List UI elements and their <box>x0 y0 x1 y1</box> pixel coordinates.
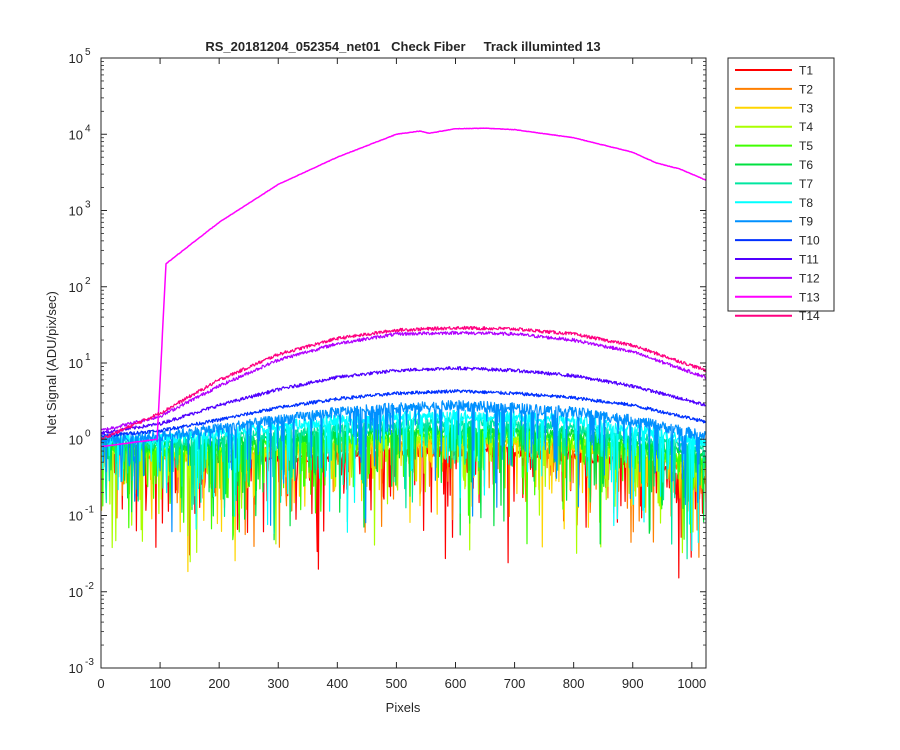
series-line-t9 <box>101 399 706 533</box>
legend-label-t8: T8 <box>799 196 813 210</box>
y-tick-exponent: -1 <box>85 505 94 516</box>
legend: T1 T2 T3 T4 T5 T6 T7 T8 T9 T10 T11 T12 T13 T14 <box>727 57 835 323</box>
y-tick-label: 10 <box>69 661 83 676</box>
y-axis-label: Net Signal (ADU/pix/sec) <box>44 291 59 435</box>
x-tick-label: 600 <box>445 676 467 691</box>
x-tick-label: 800 <box>563 676 585 691</box>
legend-label-t14: T14 <box>799 309 820 323</box>
series-line-t12 <box>101 330 706 432</box>
y-tick-label: 10 <box>69 585 83 600</box>
legend-label-t12: T12 <box>799 271 820 285</box>
legend-label-t1: T1 <box>799 64 813 78</box>
legend-label-t10: T10 <box>799 234 820 248</box>
legend-label-t2: T2 <box>799 82 813 96</box>
series-line-t13 <box>101 127 706 448</box>
x-axis-ticks: 0 100 200 300 400 500 600 700 800 900 1000 <box>97 58 706 691</box>
y-tick-label: 10 <box>69 280 83 295</box>
plot-background <box>101 58 706 668</box>
y-tick-exponent: -2 <box>85 581 94 592</box>
x-tick-label: 200 <box>208 676 230 691</box>
legend-label-t4: T4 <box>799 120 813 134</box>
legend-label-t5: T5 <box>799 139 813 153</box>
y-tick-label: 10 <box>69 432 83 447</box>
y-tick-exponent: 2 <box>85 276 91 287</box>
y-tick-exponent: 5 <box>85 47 91 58</box>
chart-title: RS_20181204_052354_net01 Check Fiber Tra… <box>205 39 600 54</box>
x-axis-label: Pixels <box>386 700 421 715</box>
y-tick-label: 10 <box>69 356 83 371</box>
y-tick-exponent: 4 <box>85 123 91 134</box>
legend-label-t11: T11 <box>799 253 819 267</box>
x-tick-label: 700 <box>504 676 526 691</box>
x-tick-label: 900 <box>622 676 644 691</box>
y-tick-label: 10 <box>69 204 83 219</box>
y-tick-exponent: 0 <box>85 428 91 439</box>
x-tick-label: 300 <box>267 676 289 691</box>
y-tick-label: 10 <box>69 127 83 142</box>
x-tick-label: 500 <box>386 676 408 691</box>
x-tick-label: 0 <box>97 676 104 691</box>
series-line-t11 <box>101 366 706 435</box>
x-tick-label: 100 <box>149 676 171 691</box>
x-tick-label: 1000 <box>677 676 706 691</box>
series-layer <box>101 127 706 579</box>
legend-label-t7: T7 <box>799 177 813 191</box>
legend-box <box>727 57 835 312</box>
x-tick-label: 400 <box>326 676 348 691</box>
y-tick-label: 10 <box>69 51 83 66</box>
series-line-t14 <box>101 325 706 441</box>
legend-label-t13: T13 <box>799 290 820 304</box>
legend-label-t9: T9 <box>799 215 813 229</box>
legend-label-t3: T3 <box>799 101 813 115</box>
y-tick-exponent: -3 <box>85 657 94 668</box>
y-tick-label: 10 <box>69 509 83 524</box>
y-tick-exponent: 3 <box>85 200 91 211</box>
y-tick-exponent: 1 <box>85 352 91 363</box>
legend-label-t6: T6 <box>799 158 813 172</box>
plot-area: 0 100 200 300 400 500 600 700 800 900 1000 10 -310-… <box>69 47 707 691</box>
series-line-t10 <box>101 389 706 438</box>
